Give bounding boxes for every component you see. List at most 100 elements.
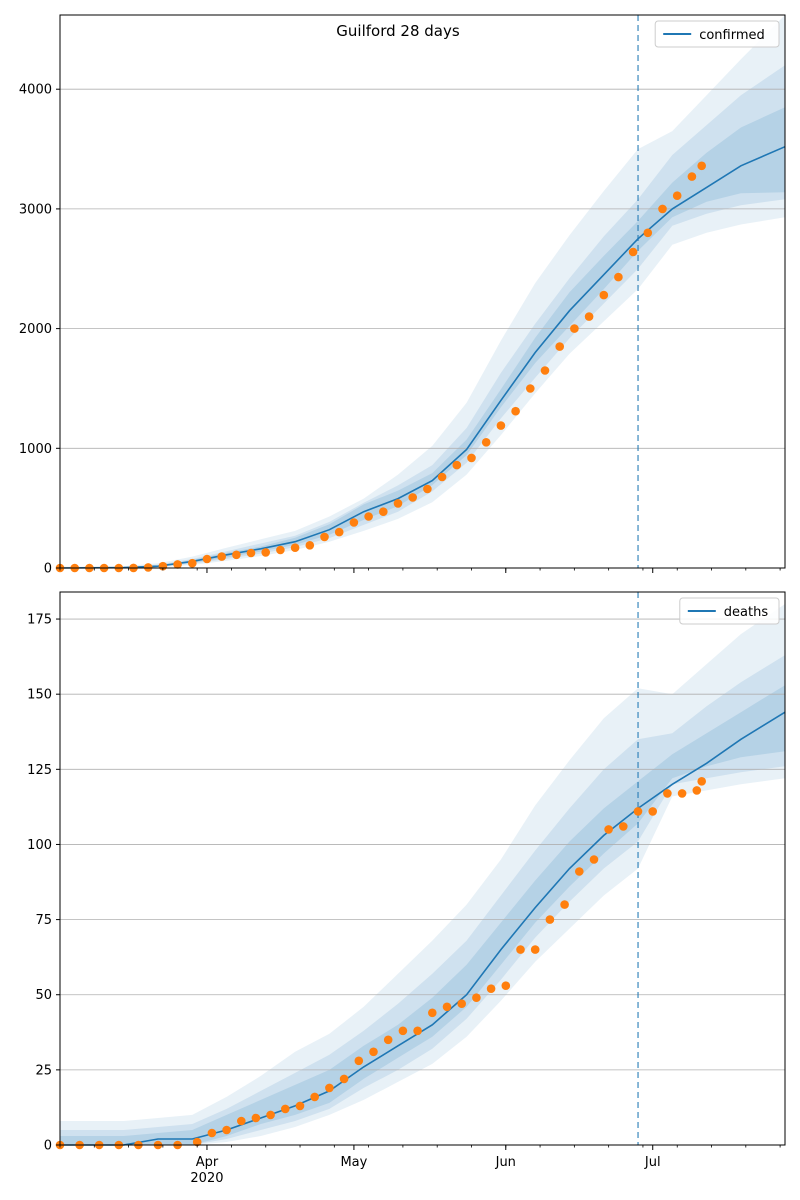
data-point: [295, 1101, 305, 1111]
data-point: [281, 1104, 290, 1114]
data-point: [383, 1035, 393, 1045]
uncertainty-band-3: [60, 107, 785, 568]
confirmed-panel: 0 1000 2000 3000 4000 confirmed: [19, 14, 786, 577]
data-point: [192, 1137, 202, 1147]
data-point: [143, 563, 153, 572]
data-point: [648, 807, 657, 816]
data-point: [413, 1026, 422, 1036]
data-point: [428, 1008, 437, 1018]
data-point: [320, 532, 329, 542]
legend-box: [654, 20, 780, 48]
data-point: [530, 945, 540, 954]
data-point: [261, 548, 271, 557]
y-tick-label: 75: [35, 913, 52, 928]
confirmed-legend: confirmed: [654, 20, 780, 48]
data-point: [217, 552, 226, 561]
data-point: [619, 822, 628, 831]
data-point: [589, 855, 599, 864]
uncertainty-band-1: [60, 15, 785, 568]
data-point: [423, 484, 432, 494]
data-point: [575, 867, 584, 876]
y-tick-label: 3000: [19, 202, 52, 217]
data-point: [237, 1116, 246, 1126]
data-point: [604, 825, 613, 834]
data-point: [232, 550, 241, 560]
data-point: [379, 507, 388, 516]
data-point: [339, 1074, 349, 1084]
data-point: [663, 789, 672, 798]
data-point: [560, 900, 569, 909]
data-point: [188, 558, 197, 568]
data-point: [658, 204, 667, 214]
uncertainty-band-1: [60, 604, 785, 1145]
data-point: [692, 786, 702, 795]
data-point: [687, 172, 697, 181]
data-point: [697, 777, 706, 786]
deaths-line: [60, 711, 786, 1146]
data-point: [334, 527, 344, 537]
data-point: [540, 366, 550, 375]
data-point: [672, 191, 682, 200]
data-point: [526, 384, 535, 393]
data-point: [467, 453, 476, 463]
deaths-axes-frame: [59, 591, 786, 1146]
data-point: [408, 493, 418, 502]
y-tick-label: 175: [27, 613, 52, 628]
data-point: [354, 1056, 364, 1066]
legend-label-confirmed: confirmed: [699, 28, 765, 43]
legend-box: [679, 597, 780, 625]
x-tick-label: Jul: [644, 1155, 661, 1170]
data-point: [442, 1002, 452, 1012]
x-tick-label: Apr: [196, 1155, 219, 1170]
x-year-label: 2020: [190, 1171, 223, 1186]
data-point: [325, 1083, 334, 1093]
deaths-legend: deaths: [679, 597, 780, 625]
y-tick-label: 0: [44, 1139, 52, 1154]
data-point: [697, 161, 706, 171]
data-point: [614, 272, 623, 282]
data-point: [276, 545, 285, 555]
data-point: [457, 999, 467, 1008]
data-point: [677, 789, 687, 798]
data-point: [305, 541, 315, 550]
x-tick-label: Jun: [495, 1155, 516, 1170]
data-point: [496, 421, 506, 430]
data-point: [364, 512, 373, 521]
data-point: [584, 312, 594, 321]
data-point: [310, 1092, 320, 1102]
data-point: [472, 993, 481, 1002]
data-point: [251, 1113, 261, 1123]
y-tick-label: 2000: [19, 322, 52, 337]
data-point: [222, 1125, 231, 1135]
x-tick-label: May: [340, 1155, 367, 1170]
data-point: [393, 499, 403, 508]
y-tick-label: 150: [27, 688, 52, 703]
confirmed-axes-frame: [59, 14, 786, 569]
data-point: [511, 406, 520, 416]
data-point: [516, 945, 525, 954]
data-point: [481, 438, 491, 447]
figure-title: Guilford 28 days: [336, 22, 460, 40]
uncertainty-band-3: [60, 685, 785, 1145]
data-point: [398, 1026, 408, 1036]
y-tick-label: 125: [27, 763, 52, 778]
data-point: [173, 560, 182, 569]
data-point: [452, 460, 462, 470]
data-point: [643, 228, 653, 238]
y-tick-label: 25: [35, 1063, 52, 1078]
data-point: [501, 981, 511, 990]
y-tick-label: 4000: [19, 83, 52, 98]
data-point: [437, 472, 447, 482]
data-point: [599, 290, 609, 300]
uncertainty-band-2: [60, 655, 785, 1145]
data-point: [555, 342, 564, 351]
y-tick-label: 0: [44, 562, 52, 577]
data-point: [266, 1110, 275, 1120]
data-point: [202, 554, 212, 564]
data-point: [207, 1128, 217, 1138]
data-point: [486, 984, 496, 993]
y-tick-label: 1000: [19, 442, 52, 457]
data-point: [246, 548, 256, 558]
